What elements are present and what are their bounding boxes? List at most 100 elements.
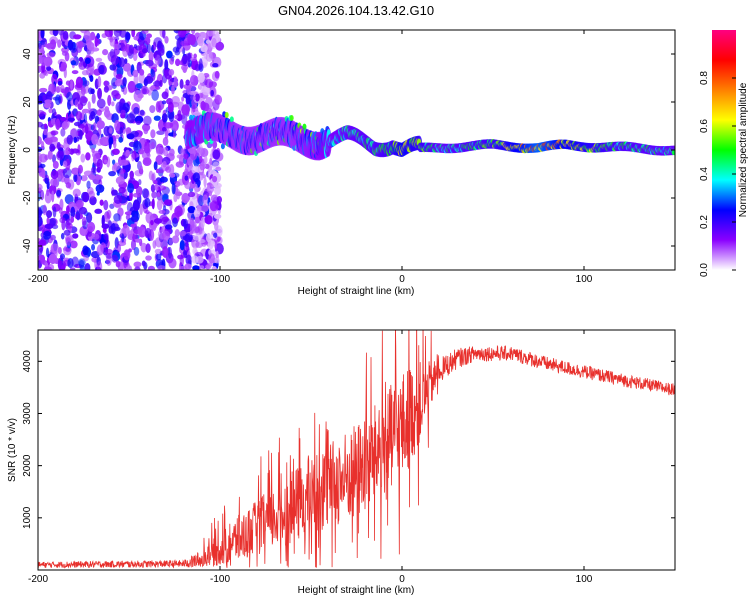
noise-blob bbox=[213, 232, 218, 238]
noise-blob bbox=[155, 154, 164, 166]
noise-blob bbox=[55, 118, 61, 131]
noise-blob bbox=[60, 128, 66, 137]
noise-blob bbox=[181, 112, 188, 125]
noise-blob bbox=[78, 258, 86, 267]
noise-blob bbox=[151, 89, 159, 101]
noise-blob bbox=[74, 99, 79, 107]
noise-blob bbox=[83, 254, 89, 262]
y-tick-label: 20 bbox=[22, 96, 33, 108]
noise-blob bbox=[184, 175, 189, 181]
y-tick-label: -40 bbox=[22, 238, 33, 253]
noise-blob bbox=[120, 109, 126, 115]
noise-blob bbox=[200, 204, 209, 212]
noise-blob bbox=[153, 51, 158, 59]
noise-blob bbox=[185, 79, 190, 86]
noise-blob bbox=[111, 254, 119, 263]
noise-blob bbox=[113, 194, 123, 204]
noise-blob bbox=[101, 223, 110, 230]
y-tick-label: 4000 bbox=[22, 350, 33, 373]
noise-blob bbox=[158, 104, 162, 113]
noise-blob bbox=[157, 265, 166, 270]
noise-blob bbox=[62, 167, 72, 179]
noise-blob bbox=[200, 216, 205, 229]
snr-series-line bbox=[38, 330, 675, 569]
noise-blob bbox=[172, 217, 178, 228]
colorbar-gradient bbox=[712, 30, 736, 270]
noise-blob bbox=[169, 148, 175, 157]
noise-blob bbox=[109, 64, 117, 71]
y-tick-label: -20 bbox=[22, 190, 33, 205]
noise-blob bbox=[126, 113, 136, 124]
noise-blob bbox=[164, 122, 173, 129]
noise-blob bbox=[214, 238, 218, 250]
spectrogram-y-axis-label: Frequency (Hz) bbox=[7, 116, 18, 185]
noise-blob bbox=[66, 205, 70, 214]
colorbar-tick-label: 0.2 bbox=[699, 215, 710, 229]
noise-blob bbox=[204, 214, 213, 225]
noise-blob bbox=[212, 175, 218, 183]
noise-blob bbox=[77, 41, 84, 50]
noise-blob bbox=[67, 39, 74, 51]
noise-blob bbox=[123, 249, 131, 261]
noise-blob bbox=[69, 240, 78, 249]
noise-blob bbox=[158, 209, 166, 215]
noise-blob bbox=[128, 230, 133, 238]
noise-blob bbox=[212, 62, 219, 68]
noise-blob bbox=[141, 30, 149, 35]
noise-blob bbox=[96, 33, 100, 40]
noise-blob bbox=[197, 238, 206, 244]
noise-blob bbox=[44, 191, 52, 204]
noise-blob bbox=[144, 197, 151, 208]
y-tick-label: 40 bbox=[22, 48, 33, 60]
noise-blob bbox=[58, 207, 63, 214]
noise-blob bbox=[69, 79, 74, 91]
noise-blob bbox=[133, 246, 140, 256]
noise-blob bbox=[38, 183, 43, 192]
noise-blob bbox=[51, 243, 59, 254]
noise-blob bbox=[185, 94, 190, 100]
noise-blob bbox=[163, 146, 169, 157]
noise-blob bbox=[57, 30, 64, 36]
noise-blob bbox=[207, 42, 212, 51]
snr-panel: -200 -100 0 100 1000 2000 3000 4000 Height of s… bbox=[7, 329, 676, 596]
noise-blob bbox=[155, 168, 160, 174]
noise-blob bbox=[184, 233, 193, 243]
noise-blob bbox=[103, 80, 109, 87]
noise-blob bbox=[171, 235, 180, 244]
noise-blob bbox=[60, 117, 67, 122]
noise-blob bbox=[96, 120, 105, 130]
noise-blob bbox=[126, 201, 134, 214]
noise-blob bbox=[151, 198, 155, 210]
noise-blob bbox=[159, 176, 168, 183]
noise-blob bbox=[44, 102, 52, 109]
noise-blob bbox=[136, 82, 143, 89]
noise-blob bbox=[162, 160, 167, 168]
noise-blob bbox=[198, 58, 203, 71]
noise-blob bbox=[153, 80, 162, 87]
noise-blob bbox=[197, 72, 205, 83]
noise-blob bbox=[184, 53, 191, 60]
noise-blob bbox=[204, 78, 214, 88]
noise-blob bbox=[191, 165, 200, 175]
noise-blob bbox=[200, 100, 206, 111]
noise-blob bbox=[91, 244, 96, 251]
noise-blob bbox=[174, 205, 183, 218]
noise-blob bbox=[63, 229, 71, 236]
noise-blob bbox=[211, 37, 217, 48]
noise-blob bbox=[213, 213, 222, 219]
noise-blob bbox=[65, 182, 72, 189]
y-tick-label: 2000 bbox=[22, 454, 33, 477]
noise-blob bbox=[111, 186, 115, 197]
noise-blob bbox=[132, 52, 138, 62]
noise-blob bbox=[199, 155, 203, 163]
noise-blob bbox=[162, 246, 169, 258]
noise-blob bbox=[115, 260, 121, 268]
noise-blob bbox=[131, 30, 136, 38]
noise-blob bbox=[162, 230, 171, 241]
noise-blob bbox=[152, 221, 157, 232]
noise-blob bbox=[81, 216, 87, 226]
noise-blob bbox=[127, 182, 135, 194]
noise-blob bbox=[129, 170, 134, 180]
noise-blob bbox=[173, 193, 178, 203]
noise-blob bbox=[150, 141, 155, 149]
